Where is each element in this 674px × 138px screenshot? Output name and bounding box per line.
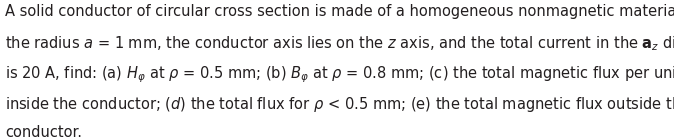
Text: the radius $a$ = 1 mm, the conductor axis lies on the $z$ axis, and the total cu: the radius $a$ = 1 mm, the conductor axi… xyxy=(5,34,674,53)
Text: conductor.: conductor. xyxy=(5,125,82,138)
Text: is 20 A, find: (a) $H_\varphi$ at $\rho$ = 0.5 mm; (b) $B_\varphi$ at $\rho$ = 0: is 20 A, find: (a) $H_\varphi$ at $\rho$… xyxy=(5,64,674,85)
Text: A solid conductor of circular cross section is made of a homogeneous nonmagnetic: A solid conductor of circular cross sect… xyxy=(5,4,674,19)
Text: inside the conductor; ($d$) the total flux for $\rho$ < 0.5 mm; (e) the total ma: inside the conductor; ($d$) the total fl… xyxy=(5,95,674,114)
